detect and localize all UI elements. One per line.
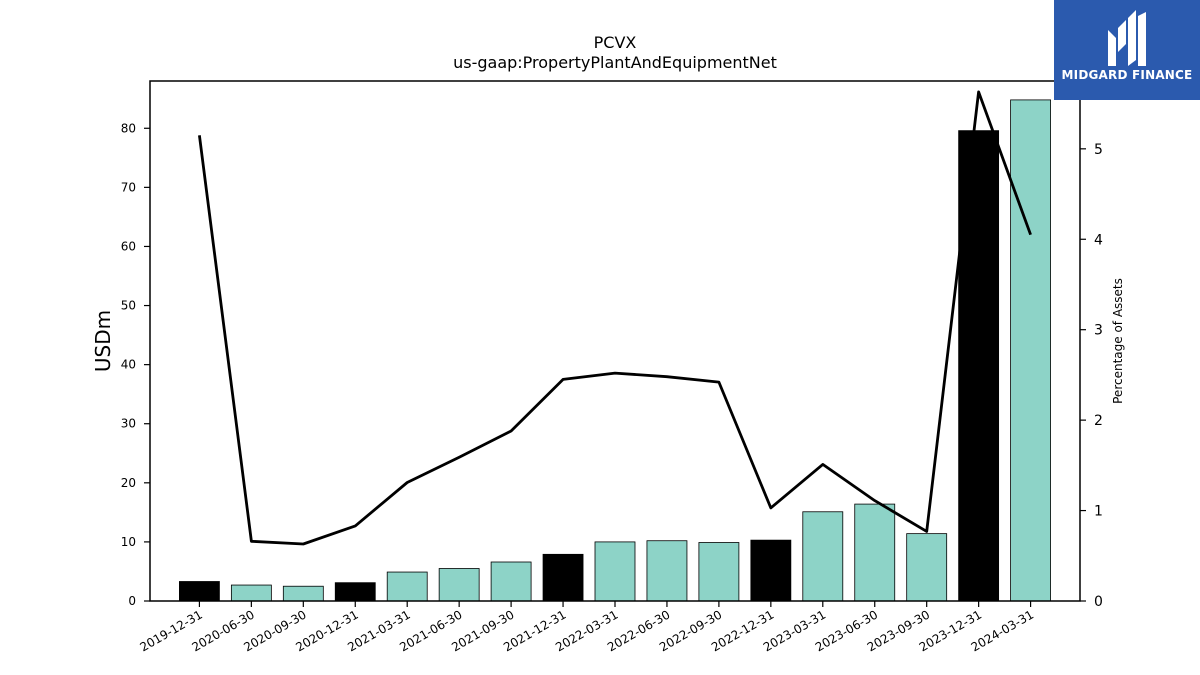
plot-frame	[149, 80, 1081, 602]
chart-subtitle: us-gaap:PropertyPlantAndEquipmentNet	[453, 53, 777, 72]
percentage-line	[198, 90, 1032, 546]
y-tick-label: 0	[128, 594, 136, 608]
y2-tick-label: 1	[1094, 504, 1103, 520]
bar-2022-12-31	[750, 539, 792, 602]
bar-2020-09-30	[282, 585, 324, 602]
y2-tick-label: 0	[1094, 594, 1103, 610]
bar-2022-09-30	[698, 542, 740, 602]
y-tick-label: 40	[121, 358, 136, 372]
bar-2020-06-30	[230, 584, 272, 602]
bar-series	[179, 99, 1051, 602]
brand-logo: MIDGARD FINANCE	[1054, 0, 1200, 100]
y-tick-label: 60	[121, 239, 136, 253]
bar-2023-03-31	[802, 511, 844, 602]
bar-2021-06-30	[438, 568, 480, 602]
bar-2022-03-31	[594, 541, 636, 602]
chart-title: PCVX	[594, 33, 637, 52]
bar-2022-06-30	[646, 540, 688, 602]
y-tick-label: 50	[121, 299, 136, 313]
bar-2021-03-31	[386, 571, 428, 602]
logo-mark-icon	[1108, 10, 1146, 66]
y2-axis-ticks: 0 1 2 3 4 5	[1080, 142, 1103, 610]
bar-2024-03-31	[1010, 99, 1051, 602]
bar-2020-12-31	[334, 582, 376, 602]
y2-tick-label: 4	[1094, 232, 1103, 248]
x-axis-ticks: 2019-12-312020-06-302020-09-302020-12-31…	[138, 601, 1036, 654]
y-tick-label: 30	[121, 417, 136, 431]
y2-tick-label: 5	[1094, 142, 1103, 158]
y2-axis-label: Percentage of Assets	[1111, 278, 1125, 404]
y-tick-label: 70	[121, 180, 136, 194]
bar-2023-09-30	[906, 533, 948, 602]
bar-2019-12-31	[179, 581, 220, 602]
y-tick-label: 20	[121, 476, 136, 490]
y-axis-ticks: 0 10 20 30 40 50 60 70 80	[121, 121, 150, 608]
bar-2021-09-30	[490, 561, 532, 602]
bar-2023-06-30	[854, 503, 896, 602]
y-tick-label: 10	[121, 535, 136, 549]
logo-text: MIDGARD FINANCE	[1061, 68, 1193, 82]
y-axis-label: USDm	[91, 310, 115, 372]
y2-tick-label: 2	[1094, 413, 1103, 429]
y2-tick-label: 3	[1094, 323, 1103, 339]
bar-2021-12-31	[542, 553, 584, 602]
y-tick-label: 80	[121, 121, 136, 135]
line-series	[198, 90, 1032, 546]
